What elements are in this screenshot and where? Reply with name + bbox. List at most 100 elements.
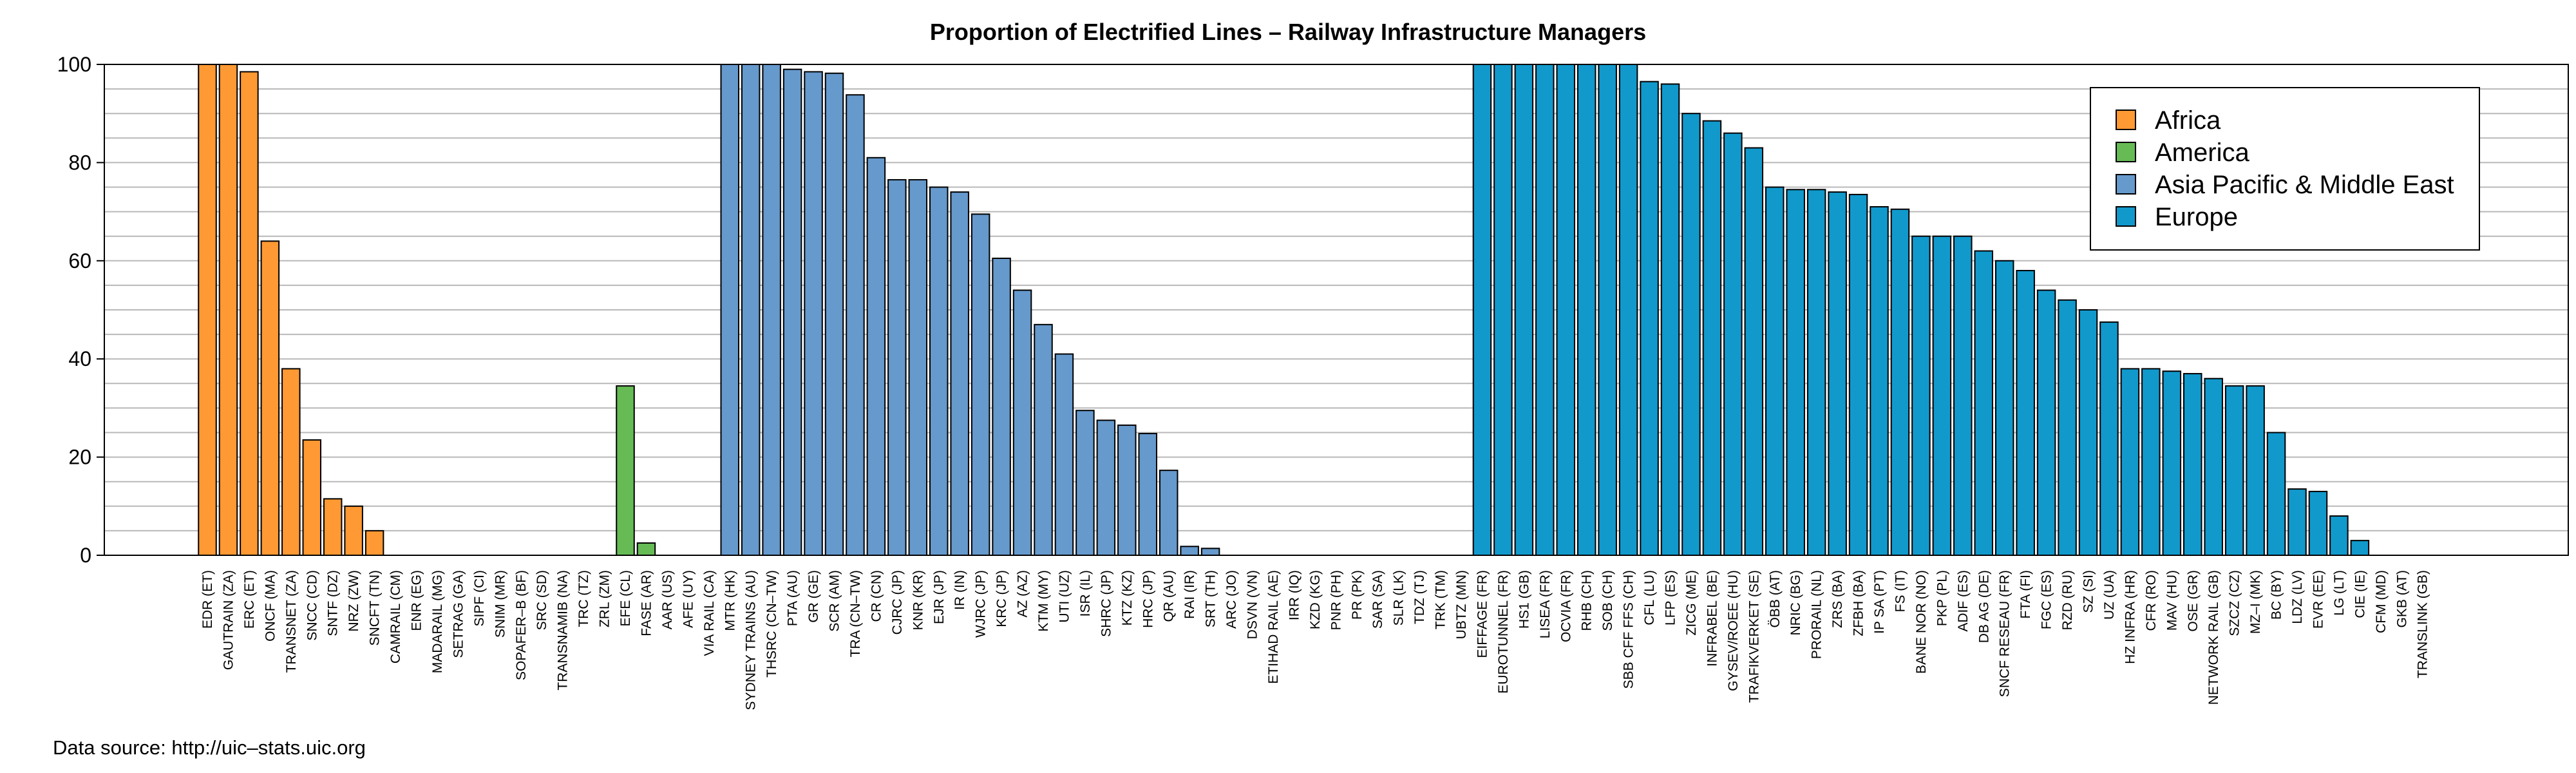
x-tick-label: GR (GE) (806, 570, 821, 623)
x-tick-label: PRORAIL (NL) (1810, 570, 1824, 659)
x-tick-label: CJRC (JP) (890, 570, 905, 635)
bar (929, 186, 949, 556)
bar (2308, 490, 2328, 556)
x-tick-label: UTI (UZ) (1057, 570, 1072, 623)
bar (2183, 373, 2202, 556)
legend-label: Europe (2155, 203, 2238, 231)
x-tick-label: LDZ (LV) (2290, 570, 2305, 624)
bar (866, 157, 886, 556)
legend-swatch (2116, 110, 2136, 130)
x-tick-label: TRANSLINK (GB) (2416, 570, 2430, 678)
bar (2224, 385, 2244, 556)
bar (2350, 540, 2370, 557)
x-tick-label: MADARAIL (MG) (430, 570, 445, 673)
x-tick-label: CR (CN) (869, 570, 884, 622)
bar (1159, 470, 1179, 557)
x-tick-label: IR (IN) (952, 570, 967, 610)
bar (1075, 410, 1095, 557)
bar (824, 72, 844, 556)
x-tick-label: MTR (HK) (723, 570, 737, 631)
x-tick-label: SNCFT (TN) (368, 570, 383, 645)
x-tick-label: SZCZ (CZ) (2228, 570, 2242, 636)
x-tick-label: FTA (FI) (2018, 570, 2033, 618)
legend-swatch (2116, 142, 2136, 162)
bar (1598, 64, 1617, 556)
x-tick-label: INFRABEL (BE) (1705, 570, 1719, 667)
x-tick-label: OSE (GR) (2186, 570, 2201, 632)
x-tick-label: EJR (JP) (932, 570, 947, 624)
bar (1556, 64, 1575, 556)
x-tick-label: ZRL (ZM) (598, 570, 612, 627)
x-tick-label: RHB (CH) (1580, 570, 1595, 631)
x-tick-label: NETWORK RAIL (GB) (2206, 570, 2221, 705)
data-source-note: Data source: http://uic–stats.uic.org (53, 736, 366, 759)
x-tick-label: PR (PK) (1350, 570, 1365, 620)
legend-label: America (2155, 138, 2249, 167)
legend-swatch (2116, 206, 2136, 227)
x-tick-label: SLR (LK) (1392, 570, 1406, 625)
bar (1012, 289, 1032, 556)
x-tick-label: DSVN (VN) (1245, 570, 1260, 639)
x-tick-label: HZ INFRA (HR) (2123, 570, 2137, 664)
x-tick-label: OCVIA (FR) (1558, 570, 1573, 642)
bar (198, 64, 217, 556)
x-tick-label: TDZ (TJ) (1412, 570, 1427, 624)
bar (2266, 432, 2286, 556)
x-tick-label: GAUTRAIN (ZA) (221, 570, 236, 670)
bar (323, 498, 343, 556)
x-tick-label: KNR (KR) (911, 570, 925, 630)
y-tick-label: 0 (80, 544, 91, 567)
x-tick-label: MAV (HU) (2164, 570, 2179, 631)
x-tick-label: WJRC (JP) (974, 570, 989, 638)
x-tick-label: ZICG (ME) (1684, 570, 1699, 635)
x-tick-label: ZRS (BA) (1830, 570, 1845, 628)
bar (908, 179, 928, 556)
x-tick-label: KZD (KG) (1308, 570, 1323, 629)
bar (1577, 64, 1596, 556)
bar (281, 368, 301, 556)
x-tick-label: ZFBH (BA) (1852, 570, 1866, 636)
bar (1535, 64, 1555, 556)
x-tick-label: KTM (MY) (1036, 570, 1051, 632)
x-tick-label: SETRAG (GA) (451, 570, 466, 658)
x-tick-label: TRANSNET (ZA) (284, 570, 299, 673)
bar (365, 530, 384, 557)
x-tick-label: SOB (CH) (1600, 570, 1615, 631)
x-tick-label: IRR (IQ) (1287, 570, 1302, 620)
x-tick-label: CIE (IE) (2353, 570, 2367, 618)
legend-box (2090, 87, 2480, 251)
x-tick-label: PTA (AU) (786, 570, 800, 626)
x-axis-labels: EDR (ET) GAUTRAIN (ZA) ERC (ET) ONCF (MA) TR… (200, 570, 2430, 710)
bar (1138, 433, 1157, 556)
x-tick-label: SRC (SD) (535, 570, 549, 630)
x-tick-label: LISEA (FR) (1538, 570, 1553, 638)
x-tick-label: BC (BY) (2269, 570, 2284, 620)
bar (2099, 321, 2119, 556)
x-tick-label: ENR (EG) (410, 570, 424, 631)
bar (1514, 64, 1534, 556)
bar (302, 439, 321, 556)
bar (1911, 235, 1931, 556)
bar (344, 505, 363, 556)
bar (1870, 205, 1889, 557)
bar (1848, 193, 1868, 556)
legend-swatch (2116, 174, 2136, 195)
x-tick-label: EVR (EE) (2311, 570, 2325, 629)
bar (2016, 270, 2035, 556)
x-tick-label: FGC (ES) (2040, 570, 2054, 629)
bar (2162, 370, 2182, 556)
x-tick-label: BANE NOR (NO) (1914, 570, 1929, 674)
bar (1890, 208, 1910, 557)
y-tick-label: 20 (68, 446, 91, 469)
y-tick-label: 60 (68, 249, 91, 272)
x-tick-label: ÖBB (AT) (1768, 570, 1783, 627)
x-tick-label: ISR (IL) (1078, 570, 1093, 616)
x-tick-label: LG (LT) (2332, 570, 2347, 616)
x-tick-label: SAR (SA) (1370, 570, 1385, 629)
x-tick-label: TRANSNAMIB (NA) (556, 570, 571, 691)
x-tick-label: SYDNEY TRAINS (AU) (744, 570, 759, 710)
bar (1180, 546, 1199, 556)
x-tick-label: CFR (RO) (2144, 570, 2159, 631)
x-tick-label: UBTZ (MN) (1454, 570, 1469, 639)
